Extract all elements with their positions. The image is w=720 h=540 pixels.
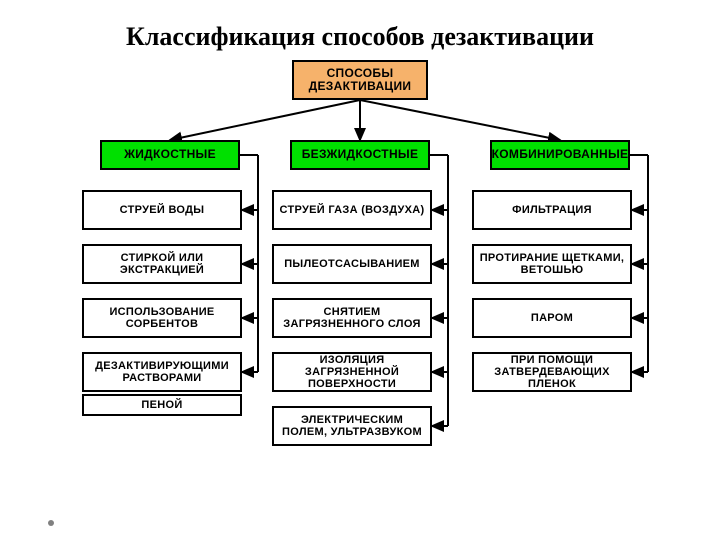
item-dry-1: ПЫЛЕОТСАСЫВАНИЕМ (272, 244, 432, 284)
item-combined-3: ПРИ ПОМОЩИ ЗАТВЕРДЕВАЮЩИХ ПЛЕНОК (472, 352, 632, 392)
category-dry: БЕЗЖИДКОСТНЫЕ (290, 140, 430, 170)
item-combined-1: ПРОТИРАНИЕ ЩЕТКАМИ, ВЕТОШЬЮ (472, 244, 632, 284)
item-liquid-extra: ПЕНОЙ (82, 394, 242, 416)
slide-bullet-icon (48, 520, 54, 526)
item-liquid-0: СТРУЕЙ ВОДЫ (82, 190, 242, 230)
category-liquid: ЖИДКОСТНЫЕ (100, 140, 240, 170)
item-liquid-2: ИСПОЛЬЗОВАНИЕ СОРБЕНТОВ (82, 298, 242, 338)
item-dry-2: СНЯТИЕМ ЗАГРЯЗНЕННОГО СЛОЯ (272, 298, 432, 338)
page-title: Классификация способов дезактивации (0, 22, 720, 52)
item-dry-0: СТРУЕЙ ГАЗА (ВОЗДУХА) (272, 190, 432, 230)
diagram-stage: Классификация способов дезактивации СПОС… (0, 0, 720, 540)
category-combined: КОМБИНИРОВАННЫЕ (490, 140, 630, 170)
root-node: СПОСОБЫ ДЕЗАКТИВАЦИИ (292, 60, 428, 100)
item-dry-3: ИЗОЛЯЦИЯ ЗАГРЯЗНЕННОЙ ПОВЕРХНОСТИ (272, 352, 432, 392)
item-combined-2: ПАРОМ (472, 298, 632, 338)
item-combined-0: ФИЛЬТРАЦИЯ (472, 190, 632, 230)
item-liquid-3: ДЕЗАКТИВИРУЮЩИМИ РАСТВОРАМИ (82, 352, 242, 392)
item-liquid-1: СТИРКОЙ ИЛИ ЭКСТРАКЦИЕЙ (82, 244, 242, 284)
item-dry-4: ЭЛЕКТРИЧЕСКИМ ПОЛЕМ, УЛЬТРАЗВУКОМ (272, 406, 432, 446)
